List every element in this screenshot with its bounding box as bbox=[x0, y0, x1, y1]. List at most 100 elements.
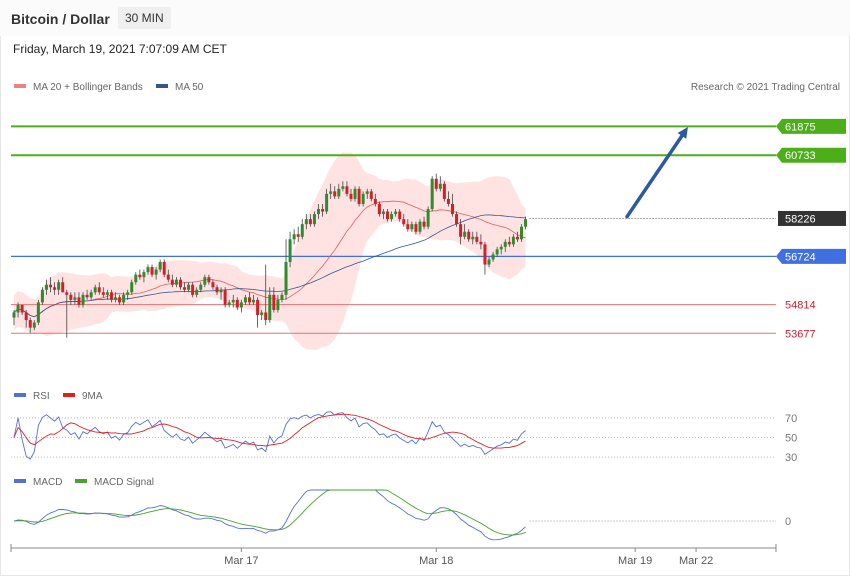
candle bbox=[507, 236, 511, 247]
candle-body bbox=[499, 246, 503, 250]
candle bbox=[65, 289, 69, 338]
candle bbox=[40, 287, 44, 305]
candle bbox=[134, 272, 138, 285]
candle bbox=[73, 292, 77, 305]
candle bbox=[114, 292, 117, 303]
candle bbox=[211, 279, 215, 290]
candle-body bbox=[97, 287, 101, 293]
candle-body bbox=[243, 297, 247, 303]
candle-body bbox=[414, 224, 418, 232]
candle bbox=[317, 203, 320, 220]
candle-body bbox=[77, 297, 81, 305]
candle-body bbox=[325, 193, 329, 212]
candle-body bbox=[381, 211, 385, 215]
candle-body bbox=[53, 287, 57, 290]
candle-body bbox=[402, 219, 406, 225]
price-panel: 61875 60733 58226 56724 54814 53677 bbox=[11, 118, 846, 351]
candle bbox=[243, 294, 247, 305]
ma20-legend-swatch bbox=[14, 84, 26, 88]
candle bbox=[333, 186, 337, 199]
candle bbox=[304, 214, 308, 230]
macd-signal-legend-label: MACD Signal bbox=[94, 477, 154, 488]
candle-body bbox=[292, 234, 296, 240]
candle bbox=[410, 221, 414, 232]
timestamp-text: Friday, March 19, 2021 7:07:09 AM CET bbox=[13, 42, 227, 56]
rsi-panel: 70 50 30 bbox=[11, 411, 797, 464]
x-axis: Mar 17 Mar 18 Mar 19 Mar 22 bbox=[10, 544, 777, 567]
candle bbox=[118, 294, 122, 305]
candle bbox=[463, 224, 467, 240]
candle bbox=[503, 239, 507, 252]
candle-body bbox=[235, 299, 239, 308]
candle-body bbox=[73, 297, 77, 300]
rsi-level-label-30: 30 bbox=[785, 452, 797, 464]
candle bbox=[337, 183, 341, 199]
candle bbox=[36, 299, 40, 326]
macd-signal-legend-swatch bbox=[75, 479, 87, 483]
candle-body bbox=[36, 302, 40, 323]
candle bbox=[166, 269, 170, 283]
candle bbox=[341, 181, 345, 192]
candle bbox=[24, 309, 28, 328]
candle bbox=[49, 277, 53, 293]
candle-body bbox=[365, 191, 369, 194]
candle-body bbox=[20, 304, 24, 313]
candle-body bbox=[187, 284, 191, 290]
candle-body bbox=[329, 191, 333, 194]
candle bbox=[53, 282, 57, 295]
forecast-arrow-head bbox=[677, 127, 688, 139]
candle bbox=[329, 183, 333, 199]
candle bbox=[101, 287, 105, 298]
candle-body bbox=[215, 287, 219, 293]
candle-body bbox=[57, 282, 61, 290]
candle bbox=[158, 259, 162, 273]
candle bbox=[438, 176, 442, 192]
candle bbox=[195, 287, 199, 298]
candle-body bbox=[511, 236, 515, 245]
candle-body bbox=[288, 239, 292, 263]
candle-body bbox=[109, 292, 113, 300]
candle-body bbox=[345, 186, 349, 194]
candle bbox=[357, 186, 361, 207]
candle-body bbox=[434, 178, 438, 189]
ma20-legend-label: MA 20 + Bollinger Bands bbox=[33, 82, 143, 93]
candle-body bbox=[85, 294, 89, 298]
level-61875-tag bbox=[776, 118, 846, 134]
candle-body bbox=[40, 289, 44, 303]
candle bbox=[386, 209, 390, 222]
timeframe-badge[interactable]: 30 MIN bbox=[118, 7, 171, 29]
candle bbox=[130, 279, 134, 295]
candle bbox=[268, 287, 272, 323]
candle bbox=[353, 186, 357, 202]
candle bbox=[187, 282, 191, 293]
candle bbox=[418, 219, 422, 235]
candle bbox=[402, 214, 406, 227]
candle bbox=[434, 173, 438, 192]
candle bbox=[394, 209, 398, 217]
level-56724-tag bbox=[776, 248, 846, 264]
candle bbox=[475, 231, 479, 245]
candle-body bbox=[450, 203, 454, 215]
candle bbox=[349, 188, 353, 202]
candle-body bbox=[199, 284, 203, 290]
candle bbox=[361, 191, 365, 207]
candle-body bbox=[231, 299, 235, 303]
candle-body bbox=[308, 219, 312, 225]
candle bbox=[511, 234, 515, 247]
candle bbox=[16, 302, 20, 318]
candle bbox=[471, 231, 475, 245]
candle-body bbox=[146, 267, 150, 273]
candle-body bbox=[357, 188, 361, 204]
candle-body bbox=[507, 241, 511, 245]
candle-body bbox=[373, 198, 377, 204]
candle-body bbox=[81, 294, 85, 305]
candle bbox=[252, 294, 256, 305]
candle bbox=[223, 287, 227, 308]
candle bbox=[150, 264, 154, 278]
candle-body bbox=[101, 292, 105, 295]
forecast-arrow-shaft bbox=[625, 131, 686, 219]
candle-body bbox=[207, 277, 211, 283]
candle-body bbox=[122, 294, 126, 303]
candle bbox=[365, 188, 369, 199]
